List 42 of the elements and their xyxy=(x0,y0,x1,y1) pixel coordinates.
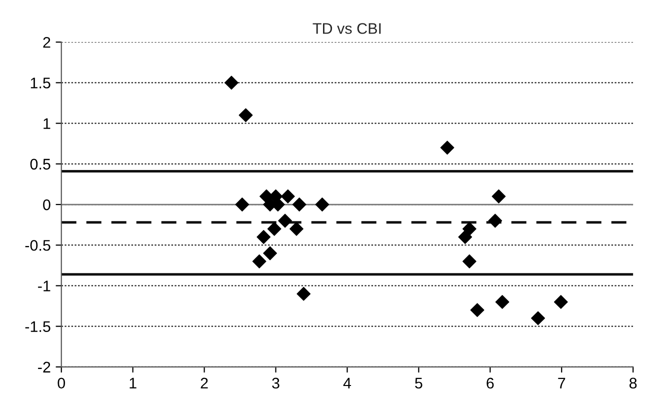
point xyxy=(238,108,253,122)
point xyxy=(224,76,238,90)
x-tick-label: 7 xyxy=(558,378,566,388)
point xyxy=(458,230,472,244)
point xyxy=(492,189,506,204)
x-tick-label: 6 xyxy=(486,378,494,389)
point xyxy=(495,294,510,309)
point xyxy=(440,140,454,155)
y-tick-label: 0 xyxy=(43,199,50,210)
point xyxy=(554,294,568,309)
x-tick-label: 3 xyxy=(272,378,280,389)
point xyxy=(292,198,306,212)
y-tick-label: -2 xyxy=(38,362,50,372)
point xyxy=(315,198,330,212)
point xyxy=(296,286,311,301)
point xyxy=(462,222,476,236)
point xyxy=(290,222,304,236)
y-tick-label: 1.5 xyxy=(30,78,50,88)
point xyxy=(235,198,250,212)
point xyxy=(280,189,295,204)
x-tick-label: 8 xyxy=(629,378,637,389)
x-tick-label: 4 xyxy=(343,378,352,388)
y-tick-label: -1 xyxy=(38,280,50,292)
point xyxy=(470,303,484,318)
x-tick-label: 0 xyxy=(58,378,66,389)
point xyxy=(267,222,282,236)
x-tick-label: 1 xyxy=(130,378,136,388)
point xyxy=(252,254,266,268)
x-tick-label: 5 xyxy=(415,378,422,389)
chart-title: TD vs CBI xyxy=(312,23,381,34)
y-tick-label: 1 xyxy=(44,118,50,129)
point xyxy=(278,214,292,228)
point xyxy=(531,311,545,326)
y-tick-label: -1.5 xyxy=(25,321,50,332)
y-tick-label: 2 xyxy=(43,36,50,48)
point xyxy=(263,246,278,260)
point xyxy=(256,230,271,244)
point xyxy=(488,214,502,228)
x-tick-label: 2 xyxy=(200,378,208,388)
y-tick-label: -0.5 xyxy=(25,240,50,251)
point xyxy=(462,254,476,268)
y-tick-label: 0.5 xyxy=(30,158,50,170)
